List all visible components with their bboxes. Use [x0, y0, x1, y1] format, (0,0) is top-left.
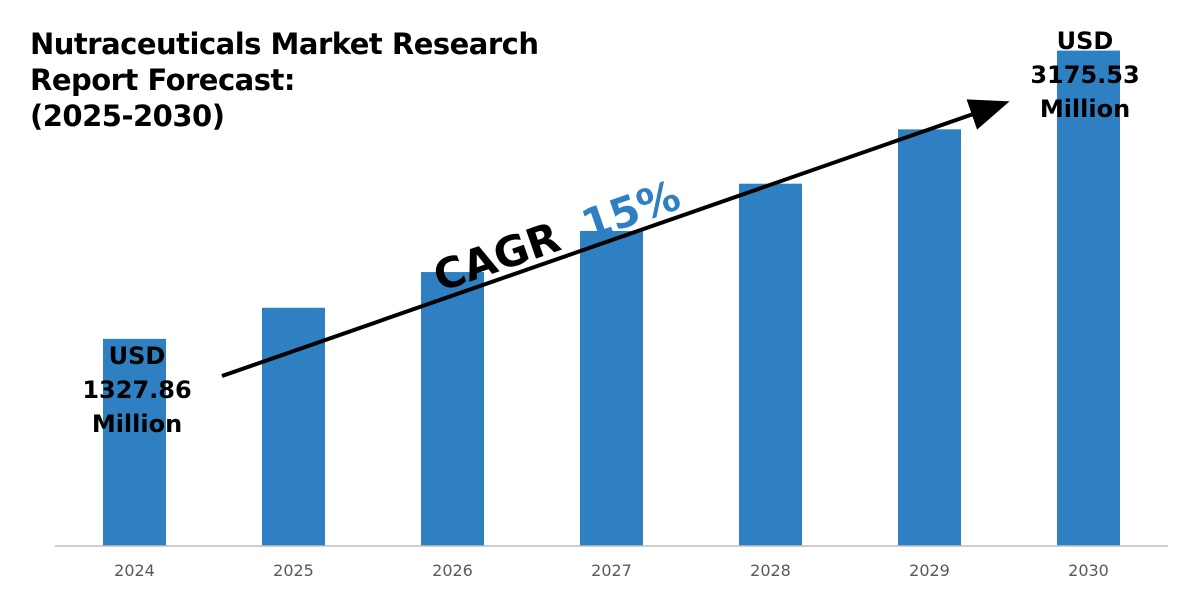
title-line-1: Nutraceuticals Market Research [30, 27, 539, 61]
start-value-callout: USD 1327.86 Million [72, 339, 202, 441]
start-callout-line-2: 1327.86 [82, 376, 192, 404]
chart-title: Nutraceuticals Market Research Report Fo… [30, 26, 539, 134]
x-tick-label-2027: 2027 [591, 561, 632, 580]
bar-2030 [1057, 50, 1120, 547]
growth-arrow [221, 99, 1010, 378]
bar-2028 [739, 183, 802, 547]
x-tick-label-2024: 2024 [114, 561, 155, 580]
end-callout-line-3: Million [1039, 95, 1131, 123]
end-callout-line-2: 3175.53 [1030, 61, 1140, 89]
start-callout-line-3: Million [91, 410, 183, 438]
bar-2027 [580, 230, 643, 547]
x-tick-label-2030: 2030 [1068, 561, 1109, 580]
title-line-3: (2025-2030) [30, 99, 225, 133]
end-callout-line-1: USD [1056, 27, 1114, 55]
cagr-annotation: CAGR 15% [427, 171, 686, 302]
x-tick-label-2025: 2025 [273, 561, 314, 580]
title-line-2: Report Forecast: [30, 63, 295, 97]
bar-2025 [262, 307, 325, 546]
x-tick-label-2026: 2026 [432, 561, 473, 580]
end-value-callout: USD 3175.53 Million [1020, 24, 1150, 126]
cagr-prefix: CAGR [427, 212, 566, 301]
start-callout-line-1: USD [108, 342, 166, 370]
x-tick-label-2028: 2028 [750, 561, 791, 580]
x-tick-label-2029: 2029 [909, 561, 950, 580]
bar-2026 [421, 272, 484, 546]
bar-2029 [898, 129, 961, 546]
bar-2024 [103, 338, 166, 546]
